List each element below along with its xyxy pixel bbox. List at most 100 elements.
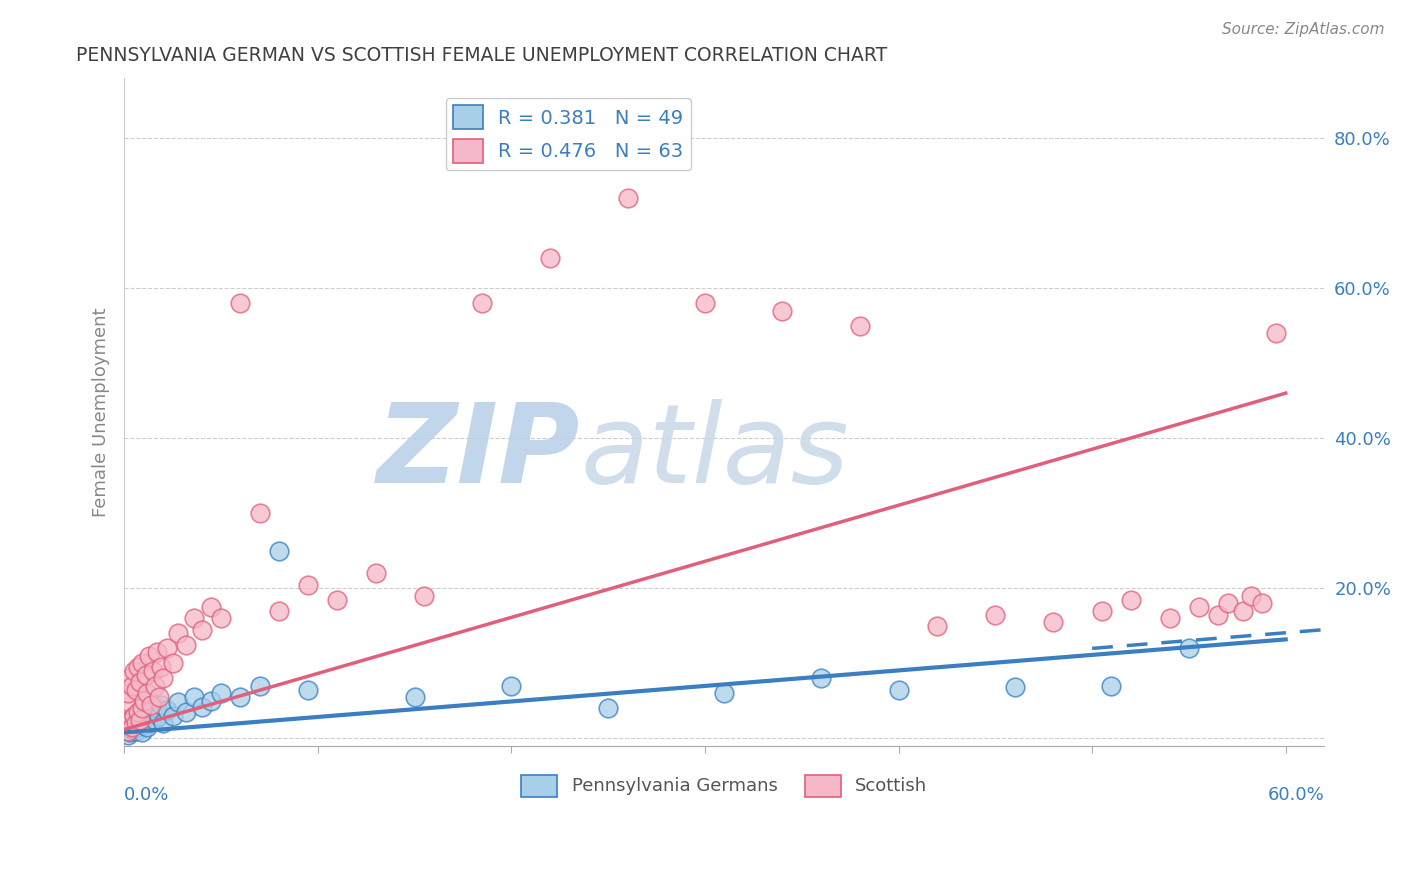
Point (413, 589, 436, 603)
Point (143, 713, 166, 727)
Point (136, 720, 159, 734)
Point (115, 716, 138, 731)
Point (121, 679, 143, 693)
Point (156, 641, 179, 656)
Point (121, 723, 143, 737)
Text: atlas: atlas (581, 399, 849, 506)
Point (152, 672, 174, 686)
Point (984, 607, 1007, 622)
Point (1232, 604, 1254, 618)
Point (128, 707, 150, 722)
Point (1004, 681, 1026, 695)
Point (127, 720, 149, 734)
Point (132, 718, 155, 732)
Point (364, 566, 387, 581)
Point (167, 626, 190, 640)
Point (127, 705, 149, 719)
Text: ZIP: ZIP (377, 399, 581, 506)
Point (125, 723, 148, 738)
Point (134, 667, 156, 681)
Point (229, 690, 252, 705)
Point (121, 713, 143, 727)
Point (1159, 611, 1181, 625)
Point (174, 705, 197, 719)
Point (117, 686, 139, 700)
Point (297, 577, 319, 591)
Point (1251, 596, 1274, 610)
Point (125, 682, 148, 697)
Point (136, 686, 159, 700)
Point (118, 672, 141, 686)
Point (128, 675, 150, 690)
Point (117, 728, 139, 742)
Point (1119, 592, 1142, 607)
Point (887, 682, 910, 697)
Point (190, 623, 212, 637)
Point (267, 604, 290, 618)
Point (131, 701, 153, 715)
Point (810, 672, 832, 686)
Point (538, 251, 561, 265)
Point (1101, 679, 1123, 693)
Point (118, 716, 141, 731)
Point (849, 318, 872, 333)
Point (209, 686, 232, 700)
Point (118, 713, 141, 727)
Point (326, 592, 349, 607)
Point (152, 716, 174, 731)
Text: PENNSYLVANIA GERMAN VS SCOTTISH FEMALE UNEMPLOYMENT CORRELATION CHART: PENNSYLVANIA GERMAN VS SCOTTISH FEMALE U… (76, 46, 887, 65)
Point (146, 645, 169, 659)
Point (162, 657, 184, 671)
Legend: Pennsylvania Germans, Scottish: Pennsylvania Germans, Scottish (515, 767, 935, 804)
Point (117, 723, 139, 738)
Point (1216, 596, 1239, 610)
Point (1042, 615, 1064, 629)
Text: Source: ZipAtlas.com: Source: ZipAtlas.com (1222, 22, 1385, 37)
Point (131, 657, 153, 671)
Point (1240, 589, 1263, 603)
Point (713, 686, 735, 700)
Point (128, 716, 150, 731)
Point (148, 690, 170, 705)
Point (167, 695, 190, 709)
Point (125, 714, 148, 729)
Point (1178, 641, 1201, 656)
Point (200, 694, 222, 708)
Point (146, 701, 169, 715)
Point (267, 543, 290, 558)
Point (229, 296, 252, 310)
Point (127, 710, 149, 724)
Point (598, 701, 620, 715)
Point (141, 698, 163, 712)
Point (122, 709, 145, 723)
Point (200, 600, 222, 615)
Point (143, 679, 166, 693)
Point (122, 709, 145, 723)
Point (115, 723, 138, 738)
Point (131, 713, 153, 727)
Point (142, 664, 165, 678)
Point (183, 690, 205, 705)
Point (770, 303, 793, 318)
Point (117, 720, 139, 734)
Point (128, 713, 150, 727)
Point (1187, 600, 1209, 615)
Point (249, 679, 271, 693)
Point (297, 682, 319, 697)
Point (209, 611, 232, 625)
Point (125, 716, 148, 731)
Point (249, 506, 271, 520)
Y-axis label: Female Unemployment: Female Unemployment (93, 307, 110, 516)
Point (122, 664, 145, 678)
Point (1091, 604, 1114, 618)
Point (148, 709, 170, 723)
Point (1206, 607, 1229, 622)
Point (693, 296, 716, 310)
Point (501, 679, 523, 693)
Point (131, 725, 153, 739)
Point (118, 725, 141, 739)
Point (138, 709, 160, 723)
Point (142, 703, 165, 717)
Point (122, 718, 145, 732)
Point (115, 694, 138, 708)
